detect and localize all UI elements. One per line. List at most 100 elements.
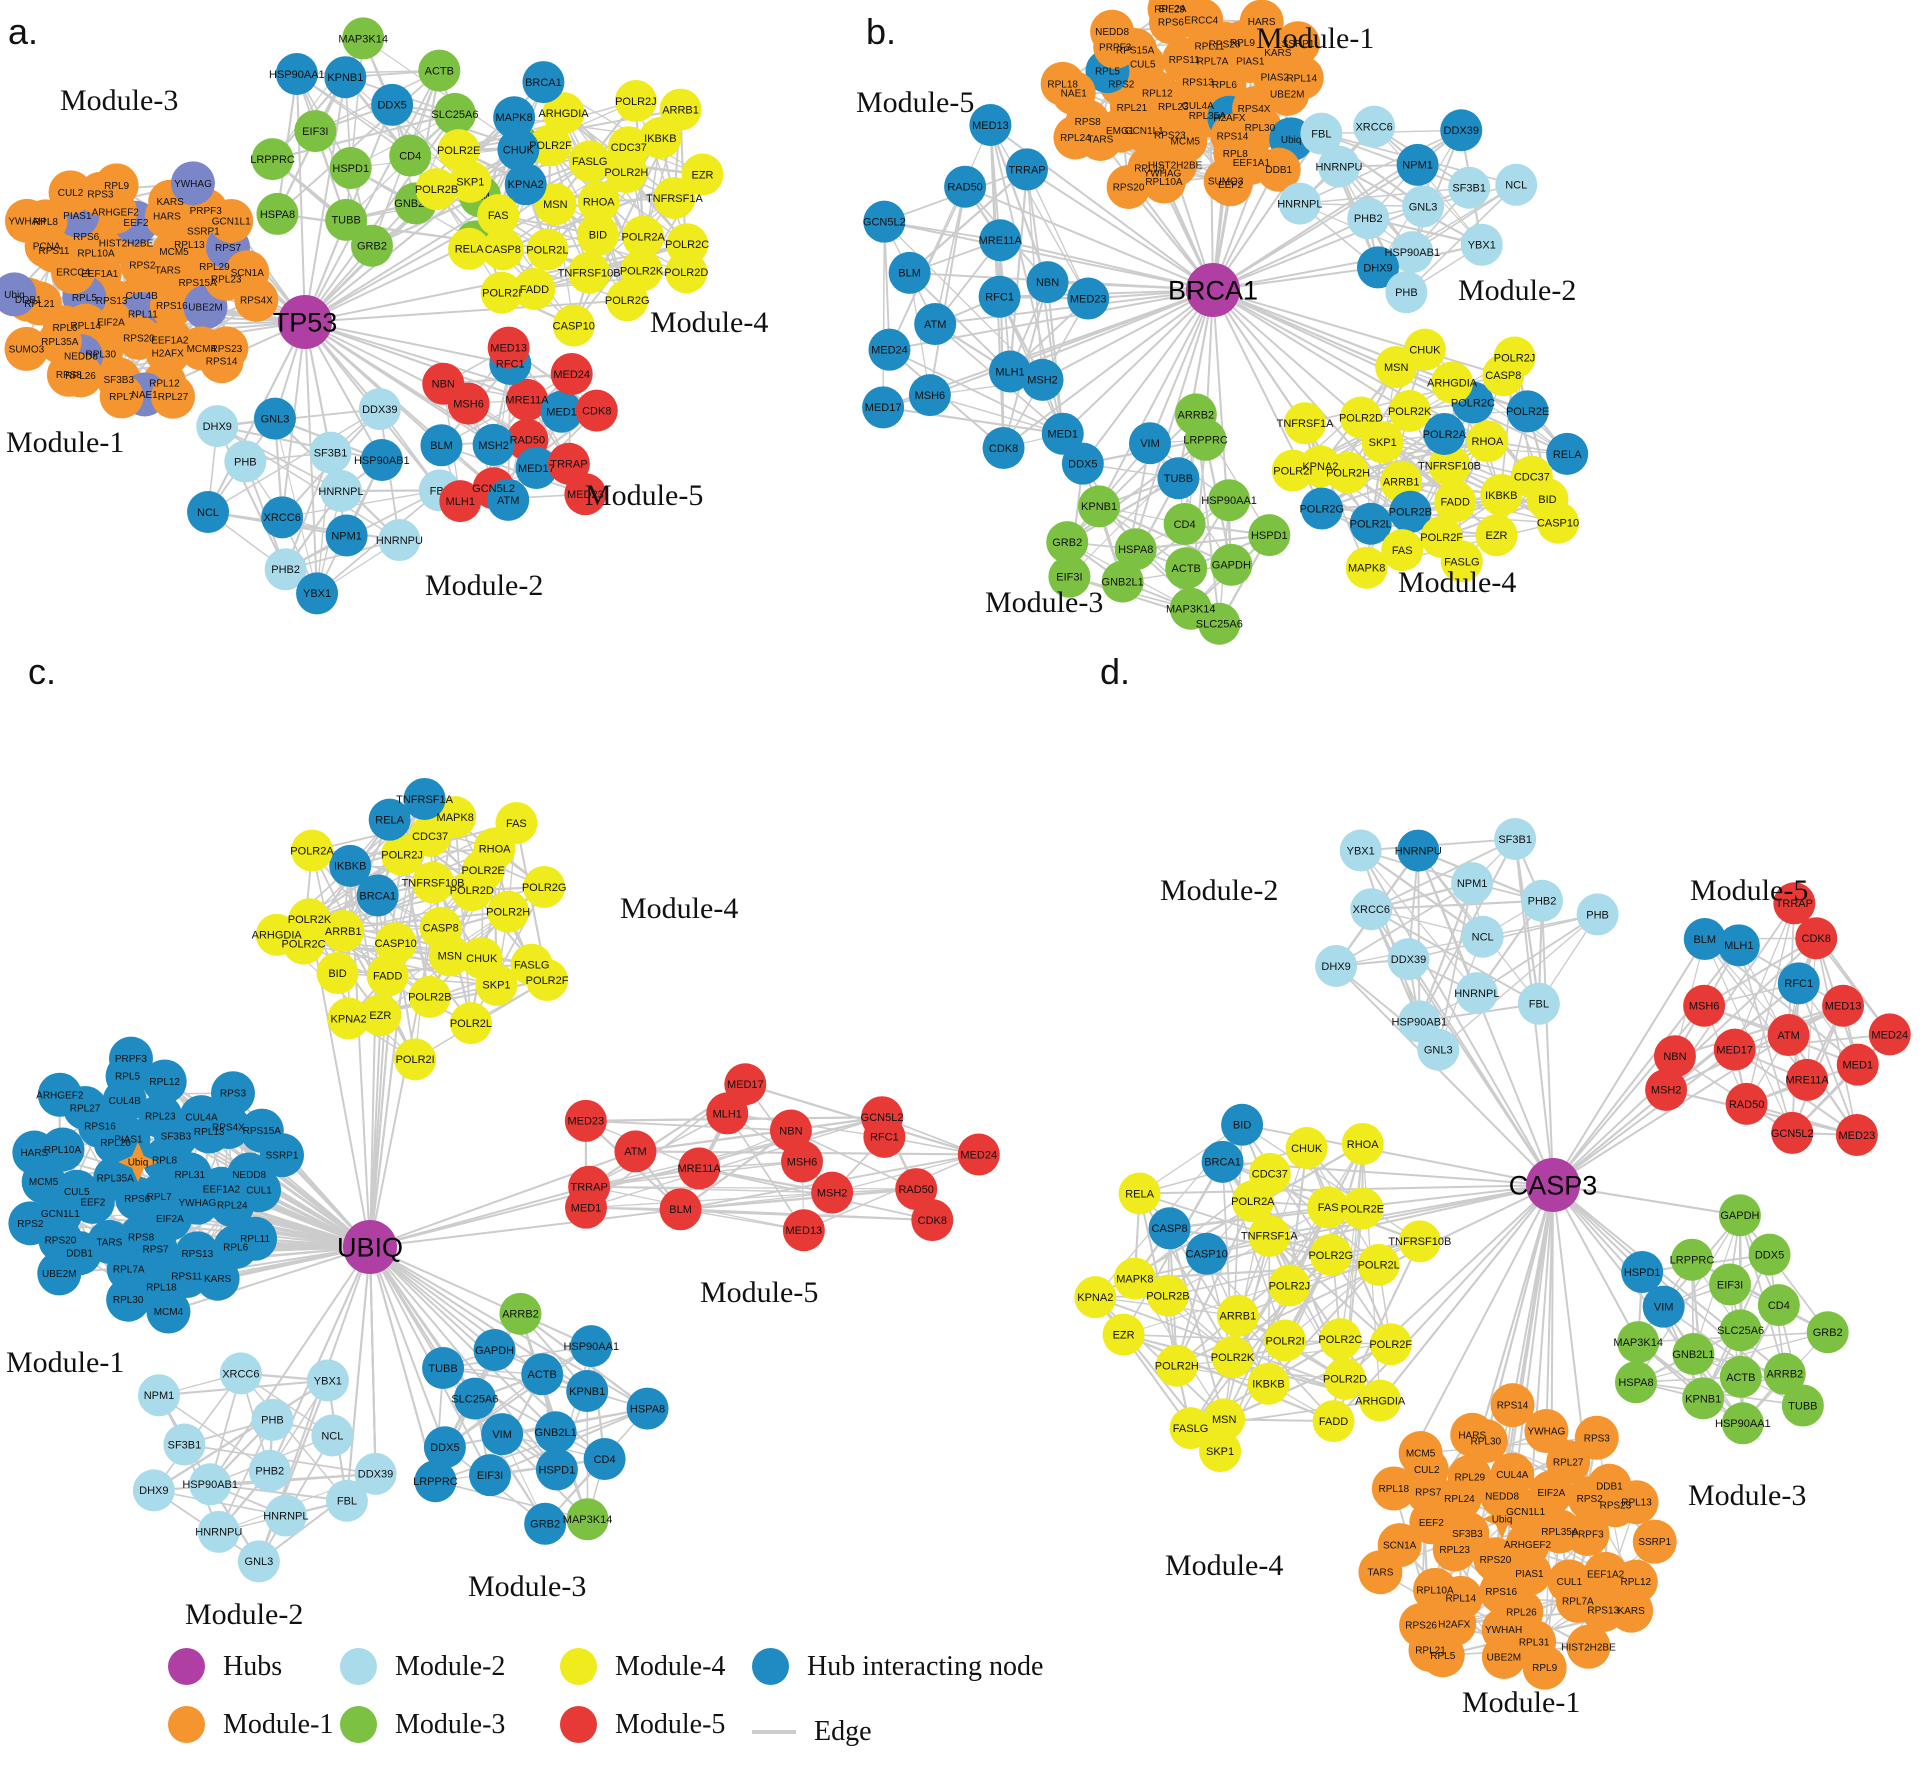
node-YBX1 [306, 1359, 349, 1402]
node-CASP8 [481, 228, 524, 271]
node-POLR2A [1423, 412, 1466, 455]
node-HSPA8 [1614, 1361, 1657, 1404]
node-RHOA [1341, 1122, 1384, 1165]
node-HSPA8 [626, 1387, 669, 1430]
node-RPL30 [106, 1277, 151, 1322]
node-MED24 [550, 353, 593, 396]
node-HNRNPL [1455, 972, 1498, 1015]
node-RELA [1118, 1172, 1161, 1215]
node-ARRB2 [1763, 1352, 1806, 1395]
node-HNRNPL [320, 470, 363, 513]
module-label: Module-4 [1398, 566, 1516, 599]
node-HSP90AB1 [1391, 231, 1434, 274]
node-MSN [1203, 1398, 1246, 1441]
node-MED1 [1041, 412, 1084, 455]
node-ATM [914, 303, 957, 346]
node-CUL2 [48, 170, 93, 215]
node-GCN1L1 [209, 198, 254, 243]
node-MRE11A [506, 378, 549, 421]
node-POLR2B [1389, 490, 1432, 533]
node-SUMO3 [4, 326, 49, 371]
node-XRCC6 [261, 496, 304, 539]
node-SF3B1 [309, 431, 352, 474]
node-POLR2D [1339, 396, 1382, 439]
node-DHX9 [1357, 246, 1400, 289]
node-MAPK8 [1345, 546, 1388, 589]
node-RPL7A [106, 1247, 151, 1292]
node-POLR2F [1369, 1323, 1412, 1366]
node-POLR2A [622, 215, 665, 258]
node-RPS3 [1574, 1415, 1619, 1460]
node-RPL23 [138, 1094, 183, 1139]
node-CD4 [583, 1438, 626, 1481]
module-label: Module-1 [1462, 1686, 1580, 1719]
module-label: Module-2 [1458, 274, 1576, 307]
node-RPL11 [233, 1216, 278, 1261]
node-MAP3K14 [1617, 1321, 1660, 1364]
node-HNRNPU [1397, 829, 1440, 872]
module-label: Module-5 [1690, 874, 1808, 907]
node-POLR2F [526, 959, 569, 1002]
node-MED17 [862, 386, 905, 429]
node-FAS [1381, 529, 1424, 572]
node-MED13 [969, 104, 1012, 147]
module-label: Module-1 [6, 1346, 124, 1379]
node-GRB2 [1806, 1311, 1849, 1354]
node-star-Ubiq [118, 1142, 158, 1182]
node-HSPD1 [1621, 1251, 1664, 1294]
node-ACTB [521, 1353, 564, 1396]
node-DHX9 [132, 1469, 175, 1512]
node-Ubiq [0, 272, 37, 317]
node-MAPK8 [1113, 1257, 1156, 1300]
node-LRPPRC [414, 1460, 457, 1503]
node-VIM [1642, 1285, 1685, 1328]
node-HARS [12, 1130, 57, 1175]
node-HSPD1 [1248, 514, 1291, 557]
node-IKBKB [329, 844, 372, 887]
node-GRB2 [350, 224, 393, 267]
node-DDX5 [423, 1426, 466, 1469]
node-ARRB2 [1174, 393, 1217, 436]
node-SF3B1 [1448, 166, 1491, 209]
node-EZR [359, 994, 402, 1037]
node-PHB [224, 440, 267, 483]
node-RFC1 [978, 275, 1021, 318]
node-NCL [1495, 163, 1538, 206]
node-DDX39 [358, 388, 401, 431]
node-SF3B1 [1494, 818, 1537, 861]
node-TUBB [1781, 1384, 1824, 1427]
hub-node-UBIQ [343, 1220, 397, 1274]
node-FAS [495, 802, 538, 845]
node-NEDD8 [1090, 9, 1135, 54]
node-EIF3I [469, 1454, 512, 1497]
node-YWHAG [170, 161, 215, 206]
node-ARRB1 [659, 88, 702, 131]
node-RPL27 [1546, 1440, 1591, 1485]
node-NCL [311, 1414, 354, 1457]
node-DHX9 [1315, 944, 1358, 987]
node-POLR2I [480, 271, 523, 314]
node-NPM1 [1451, 862, 1494, 905]
node-MRE11A [1786, 1058, 1829, 1101]
node-MSH2 [472, 423, 515, 466]
node-DDX39 [1387, 938, 1430, 981]
node-KARS [195, 1256, 240, 1301]
node-HARS [1450, 1412, 1495, 1457]
hub-label: BRCA1 [1168, 275, 1258, 305]
node-MSH6 [908, 374, 951, 417]
hub-node-TP53 [278, 295, 332, 349]
module-label: Module-3 [60, 84, 178, 117]
node-NPM1 [1396, 143, 1439, 186]
node-POLR2E [1506, 390, 1549, 433]
node-CASP10 [552, 304, 595, 347]
node-EEF2 [1208, 162, 1253, 207]
node-RPL12 [142, 1059, 187, 1104]
node-LRPPRC [251, 138, 294, 181]
node-CHUK [1285, 1127, 1328, 1170]
node-HNRNPU [378, 519, 421, 562]
node-CHUK [497, 128, 540, 171]
node-GRB2 [524, 1502, 567, 1545]
node-ARHGEF2 [37, 1072, 82, 1117]
node-FADD [366, 954, 409, 997]
